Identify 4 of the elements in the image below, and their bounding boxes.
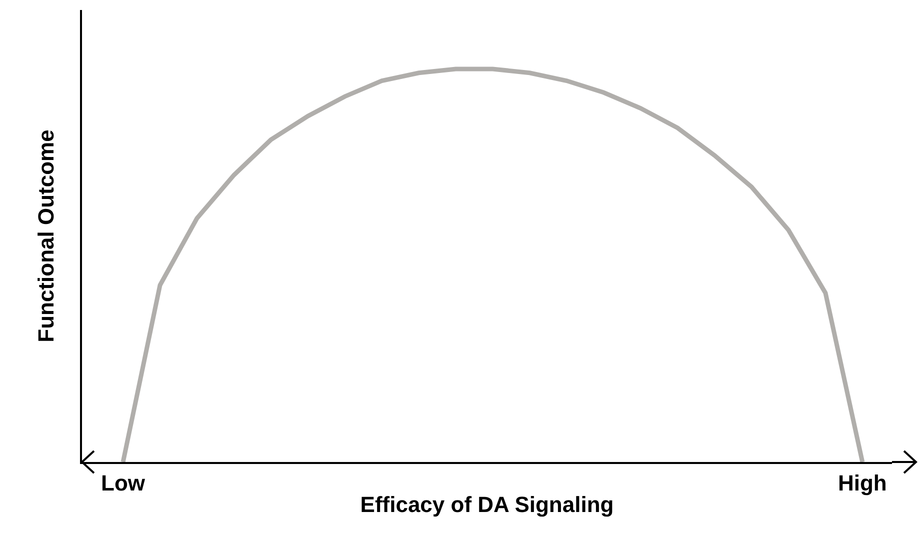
x-tick-label: High [838, 470, 887, 496]
y-axis-title: Functional Outcome [33, 130, 58, 342]
x-axis-title: Efficacy of DA Signaling [360, 492, 614, 517]
x-tick-label: Low [101, 470, 146, 496]
